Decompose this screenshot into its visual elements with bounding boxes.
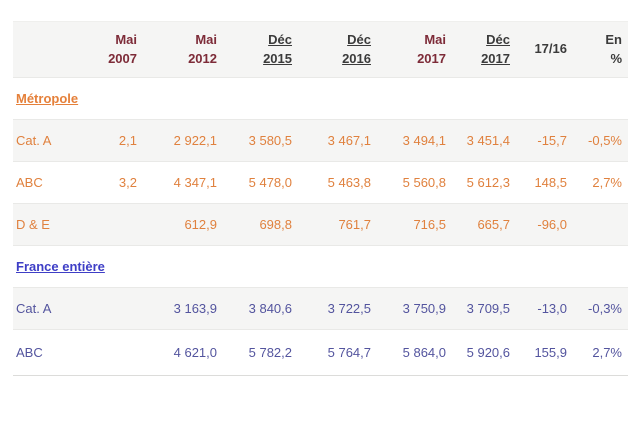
row-label: ABC xyxy=(13,329,71,376)
value-cell: 5 782,2 xyxy=(223,329,298,376)
value-cell: 2 922,1 xyxy=(143,119,223,162)
header-cell-mai-2012: Mai 2012 xyxy=(143,21,223,78)
data-row-d-e: D & E 612,9 698,8 761,7 716,5 665,7 -96,0 xyxy=(13,203,628,246)
value-cell: 3 722,5 xyxy=(298,287,377,330)
value-cell: 3 494,1 xyxy=(377,119,452,162)
header-link-dec-2016[interactable]: Déc 2016 xyxy=(298,21,377,78)
value-cell: 3 451,4 xyxy=(452,119,516,162)
value-cell: -0,5% xyxy=(573,119,628,162)
value-cell: 2,7% xyxy=(573,161,628,204)
header-ratio-label: 17/16 xyxy=(534,41,567,57)
header-cell-mai-2017: Mai 2017 xyxy=(377,21,452,78)
value-cell: 665,7 xyxy=(452,203,516,246)
header-month-label: Déc xyxy=(268,32,292,48)
statistics-table-page: Mai 2007 Mai 2012 Déc 2015 Déc 2016 Mai 2017 … xyxy=(0,21,640,376)
value-cell: 4 621,0 xyxy=(143,329,223,376)
value-cell: 4 347,1 xyxy=(143,161,223,204)
header-year-label: 2017 xyxy=(417,50,446,66)
value-cell: -96,0 xyxy=(516,203,573,246)
value-cell xyxy=(573,203,628,246)
section-row-metropole: Métropole xyxy=(13,77,628,120)
section-link-france-entiere[interactable]: France entière xyxy=(16,259,105,274)
header-pct-label: % xyxy=(610,50,622,66)
data-row-abc: ABC 4 621,0 5 782,2 5 764,7 5 864,0 5 920,6 15… xyxy=(13,329,628,376)
value-cell: 3 840,6 xyxy=(223,287,298,330)
header-en-label: En xyxy=(605,32,622,48)
data-row-abc: ABC 3,2 4 347,1 5 478,0 5 463,8 5 560,8 5 612,… xyxy=(13,161,628,204)
unemployment-statistics-table: Mai 2007 Mai 2012 Déc 2015 Déc 2016 Mai 2017 … xyxy=(13,21,628,376)
data-row-cat-a: Cat. A 2,1 2 922,1 3 580,5 3 467,1 3 494,1 3 4… xyxy=(13,119,628,162)
header-year-label: 2016 xyxy=(342,50,371,66)
header-cell-empty xyxy=(13,21,71,78)
value-cell: 3 163,9 xyxy=(143,287,223,330)
row-label: ABC xyxy=(13,161,71,204)
value-cell: 716,5 xyxy=(377,203,452,246)
header-cell-en-pct: En% xyxy=(573,21,628,78)
data-row-cat-a: Cat. A 3 163,9 3 840,6 3 722,5 3 750,9 3 709,… xyxy=(13,287,628,330)
header-month-label: Déc xyxy=(347,32,371,48)
value-cell: -13,0 xyxy=(516,287,573,330)
header-year-label: 2017 xyxy=(481,50,510,66)
row-label: Cat. A xyxy=(13,287,71,330)
header-month-label: Mai xyxy=(195,32,217,48)
header-cell-17-16: 17/16 xyxy=(516,21,573,78)
value-cell: 148,5 xyxy=(516,161,573,204)
section-link-metropole[interactable]: Métropole xyxy=(16,91,79,106)
section-row-france-entiere: France entière xyxy=(13,245,628,288)
value-cell: 5 864,0 xyxy=(377,329,452,376)
section-cell: France entière xyxy=(13,245,628,288)
value-cell: 5 463,8 xyxy=(298,161,377,204)
header-month-label: Déc xyxy=(486,32,510,48)
value-cell xyxy=(71,329,143,376)
header-year-label: 2007 xyxy=(108,50,137,66)
header-row: Mai 2007 Mai 2012 Déc 2015 Déc 2016 Mai 2017 … xyxy=(13,21,628,78)
value-cell: 3 467,1 xyxy=(298,119,377,162)
value-cell: 3 709,5 xyxy=(452,287,516,330)
value-cell: 5 560,8 xyxy=(377,161,452,204)
value-cell: 155,9 xyxy=(516,329,573,376)
header-link-dec-2015[interactable]: Déc 2015 xyxy=(223,21,298,78)
value-cell: 3 580,5 xyxy=(223,119,298,162)
row-label: Cat. A xyxy=(13,119,71,162)
section-cell: Métropole xyxy=(13,77,628,120)
header-cell-mai-2007: Mai 2007 xyxy=(71,21,143,78)
value-cell: 3 750,9 xyxy=(377,287,452,330)
header-year-label: 2012 xyxy=(188,50,217,66)
value-cell: 2,7% xyxy=(573,329,628,376)
header-month-label: Mai xyxy=(424,32,446,48)
header-month-label: Mai xyxy=(115,32,137,48)
value-cell: 761,7 xyxy=(298,203,377,246)
value-cell: 2,1 xyxy=(71,119,143,162)
header-link-dec-2017[interactable]: Déc 2017 xyxy=(452,21,516,78)
row-label: D & E xyxy=(13,203,71,246)
value-cell: -0,3% xyxy=(573,287,628,330)
value-cell: 3,2 xyxy=(71,161,143,204)
value-cell: 5 920,6 xyxy=(452,329,516,376)
value-cell: 5 612,3 xyxy=(452,161,516,204)
header-year-label: 2015 xyxy=(263,50,292,66)
value-cell: 5 478,0 xyxy=(223,161,298,204)
value-cell: 612,9 xyxy=(143,203,223,246)
value-cell xyxy=(71,203,143,246)
value-cell: 698,8 xyxy=(223,203,298,246)
value-cell: -15,7 xyxy=(516,119,573,162)
value-cell xyxy=(71,287,143,330)
value-cell: 5 764,7 xyxy=(298,329,377,376)
